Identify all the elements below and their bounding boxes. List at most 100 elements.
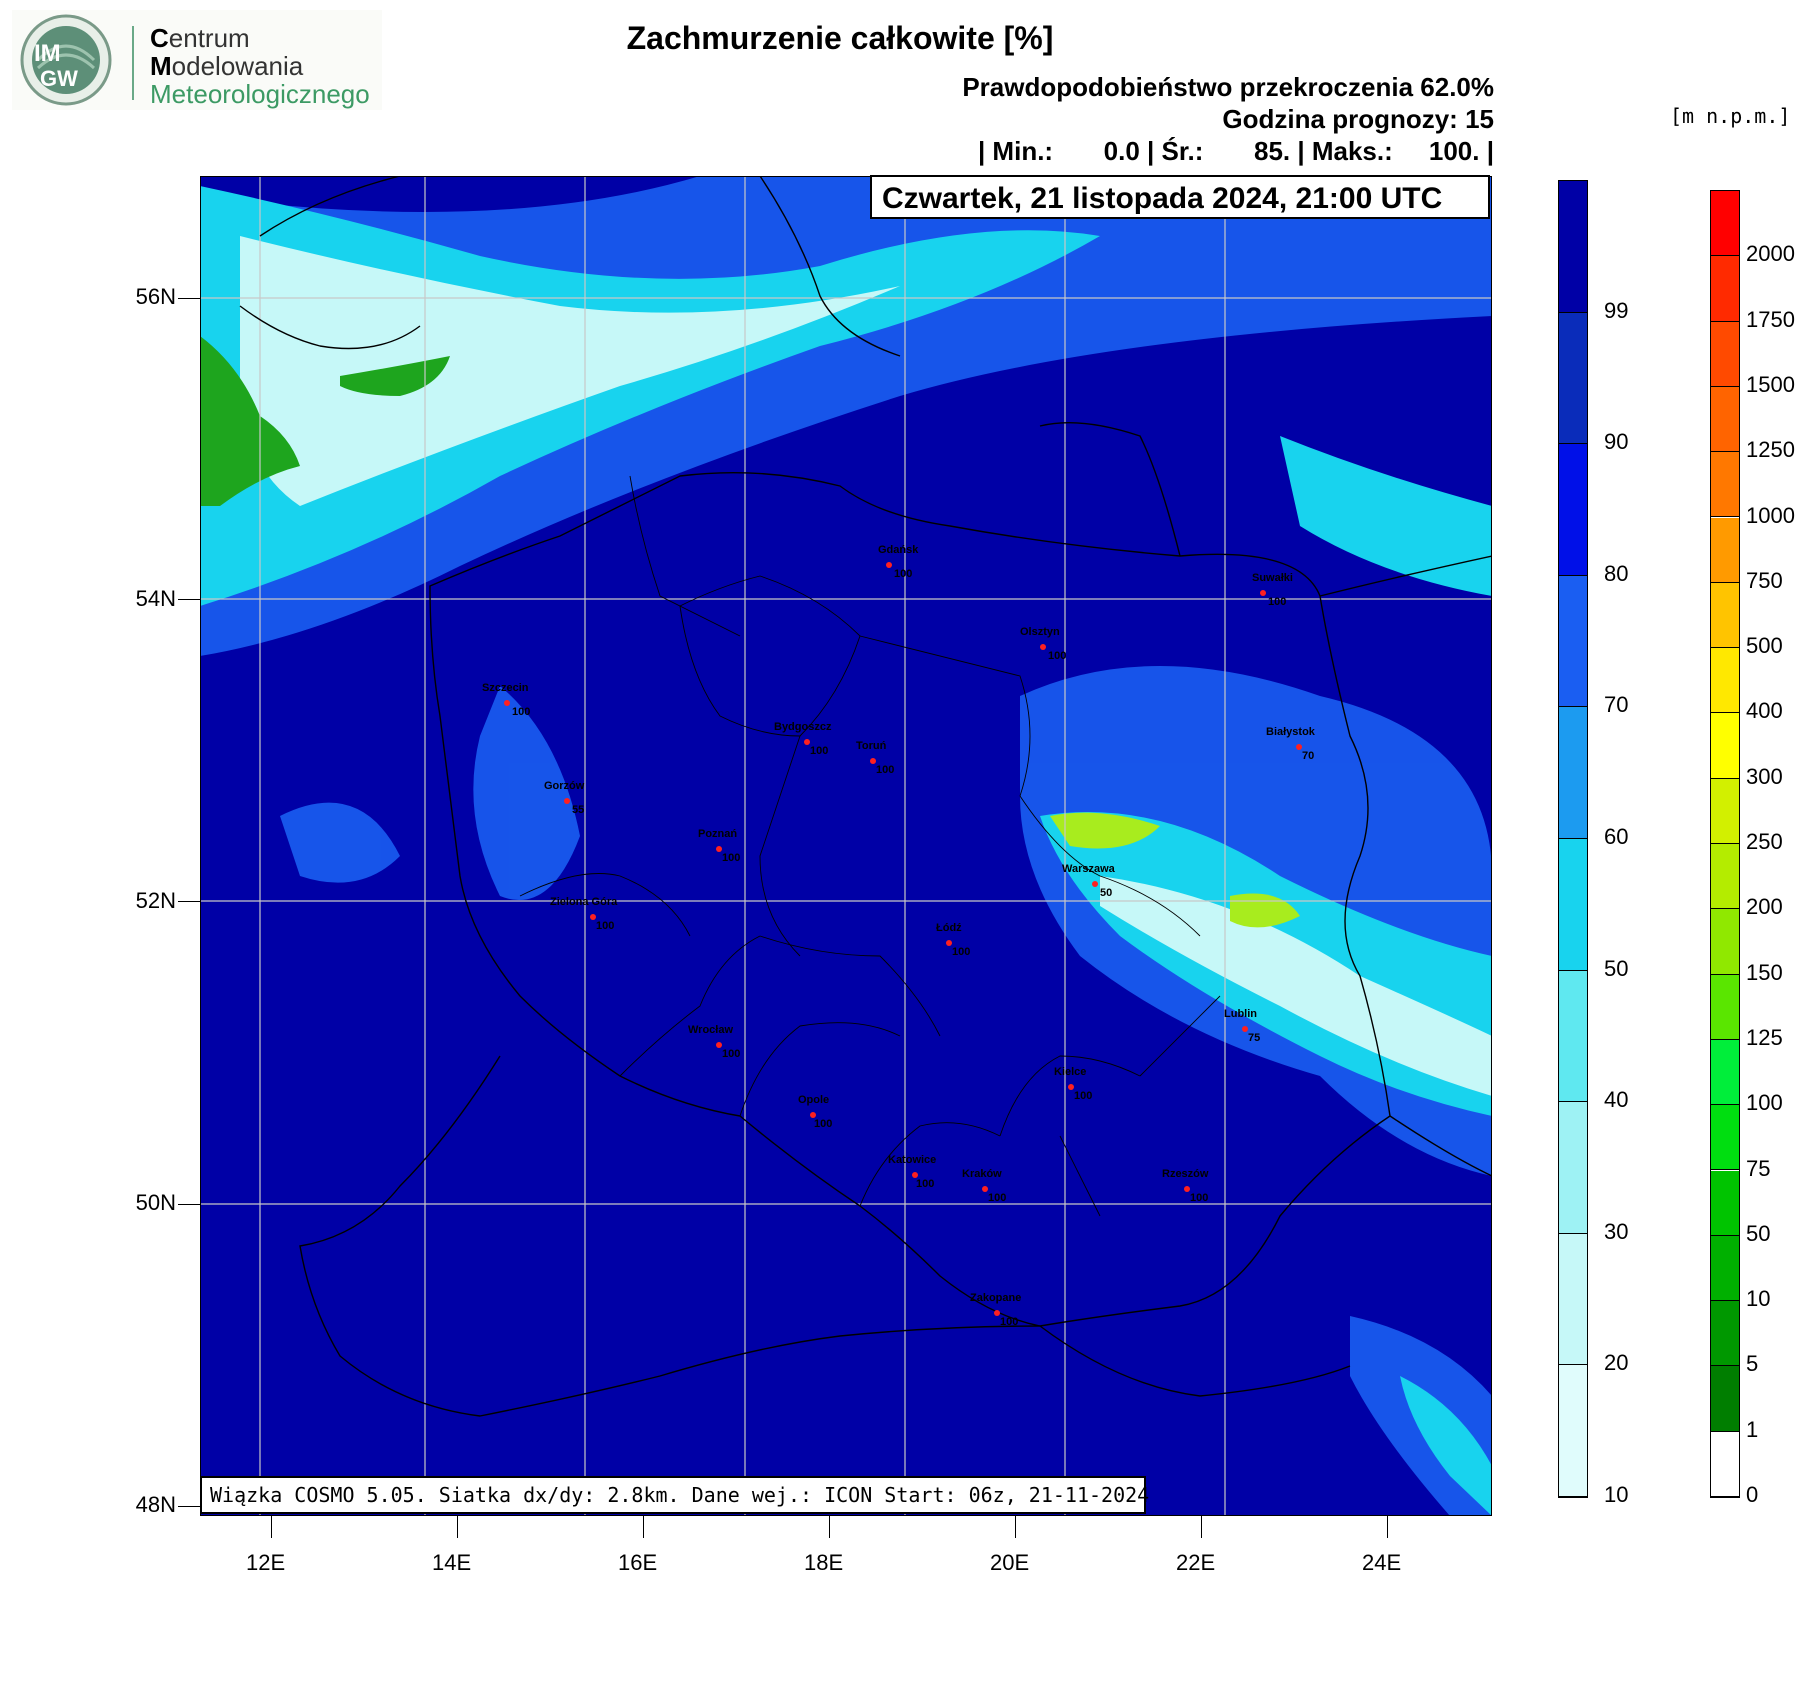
lon-tick — [457, 1516, 458, 1538]
city-zakopane: Zakopane 100 — [970, 1292, 1022, 1328]
colorbar-label: 300 — [1746, 763, 1783, 789]
colorbar-segment — [1711, 909, 1739, 975]
cloud-colorbar — [1558, 180, 1588, 1498]
colorbar-segment — [1559, 1233, 1587, 1366]
province-borders — [519, 475, 1221, 1217]
colorbar-segment — [1559, 1365, 1587, 1497]
colorbar-segment — [1711, 1301, 1739, 1367]
logo-abbr-bottom: GW — [40, 66, 78, 91]
lon-tick — [1015, 1516, 1016, 1538]
imgw-emblem-icon — [20, 14, 112, 106]
colorbar-segment — [1711, 1170, 1739, 1236]
probability-line: Prawdopodobieństwo przekroczenia 62.0% — [962, 72, 1494, 102]
city-olsztyn: Olsztyn 100 — [1020, 626, 1067, 662]
colorbar-segment — [1711, 452, 1739, 518]
city-szczecin: Szczecin 100 — [482, 682, 531, 718]
colorbar-segment — [1711, 1105, 1739, 1171]
country-borders — [239, 176, 1492, 1417]
city-marker — [912, 1172, 918, 1178]
colorbar-label: 70 — [1604, 692, 1629, 718]
colorbar-segment — [1559, 181, 1587, 313]
city-marker — [1068, 1084, 1074, 1090]
colorbar-segment — [1711, 582, 1739, 649]
lat-label-54n: 54N — [135, 586, 176, 611]
city-gdansk: Gdańsk 100 — [878, 544, 919, 580]
lon-label-20e: 20E — [990, 1550, 1030, 1575]
colorbar-label: 150 — [1746, 959, 1783, 985]
city-marker — [810, 1112, 816, 1118]
colorbar-label: 0 — [1746, 1482, 1759, 1507]
city-marker — [590, 914, 596, 920]
colorbar-segment — [1711, 1431, 1739, 1497]
colorbar-segment — [1711, 713, 1739, 779]
city-marker — [994, 1310, 1000, 1316]
colorbar-label: 400 — [1746, 698, 1783, 724]
colorbar-segment — [1559, 707, 1587, 839]
city-marker — [1040, 644, 1046, 650]
lat-tick — [178, 901, 200, 902]
colorbar-segment — [1559, 312, 1587, 445]
lon-label-12e: 12E — [246, 1550, 286, 1575]
city-marker — [1092, 881, 1098, 887]
lat-tick — [178, 1204, 200, 1205]
city-bydgoszcz: Bydgoszcz 100 — [774, 721, 832, 757]
cloud-colorbar-labels: 99 90 80 70 60 50 40 30 20 10 — [1604, 180, 1664, 1507]
height-colorbar — [1710, 190, 1740, 1498]
city-marker — [716, 1042, 722, 1048]
city-suwalki: Suwałki 100 — [1252, 572, 1293, 608]
colorbar-segment — [1711, 1039, 1739, 1106]
colorbar-label: 20 — [1604, 1350, 1629, 1376]
city-marker — [804, 739, 810, 745]
colorbar-segment — [1711, 1366, 1739, 1432]
colorbar-label: 5 — [1746, 1351, 1759, 1377]
height-patches-green — [200, 336, 450, 506]
lon-label-14e: 14E — [432, 1550, 472, 1575]
city-opole: Opole 100 — [798, 1094, 833, 1130]
colorbar-label: 40 — [1604, 1087, 1629, 1113]
colorbar-segment — [1711, 778, 1739, 844]
colorbar-label: 10 — [1746, 1286, 1771, 1312]
colorbar-label: 1500 — [1746, 371, 1795, 397]
colorbar-label: 500 — [1746, 633, 1783, 659]
city-lodz: Łódź 100 — [936, 922, 971, 958]
colorbar-segment — [1559, 839, 1587, 971]
colorbar-label: 50 — [1746, 1220, 1771, 1246]
colorbar-label: 90 — [1604, 429, 1629, 455]
colorbar-segment — [1559, 970, 1587, 1103]
colorbar-label: 1 — [1746, 1416, 1759, 1442]
colorbar-segment — [1559, 444, 1587, 576]
city-katowice: Katowice 100 — [888, 1154, 937, 1190]
colorbar-label: 1250 — [1746, 437, 1795, 463]
city-marker — [886, 562, 892, 568]
lon-tick — [1201, 1516, 1202, 1538]
lat-tick — [178, 1506, 200, 1507]
colorbar-label: 75 — [1746, 1155, 1771, 1181]
lon-label-16e: 16E — [618, 1550, 658, 1575]
logo-abbr-top: IM — [34, 40, 61, 67]
colorbar-segment — [1711, 191, 1739, 257]
lon-label-18e: 18E — [804, 1550, 844, 1575]
city-marker — [870, 758, 876, 764]
stats-line: | Min.: 0.0 | Śr.: 85. | Maks.: 100. | — [977, 136, 1494, 166]
lat-label-48n: 48N — [135, 1492, 176, 1517]
colorbar-label: 750 — [1746, 567, 1783, 593]
city-marker — [504, 700, 510, 706]
lat-tick — [178, 298, 200, 299]
height-unit-label: [m n.p.m.] — [1670, 104, 1791, 128]
colorbar-segment — [1711, 517, 1739, 583]
colorbar-label: 1750 — [1746, 306, 1795, 332]
map-grid — [200, 176, 1492, 1516]
city-marker — [564, 798, 570, 804]
lon-tick — [829, 1516, 830, 1538]
model-info-box: Wiązka COSMO 5.05. Siatka dx/dy: 2.8km. … — [200, 1476, 1149, 1514]
city-gorzow: Gorzów 55 — [544, 780, 585, 816]
colorbar-label: 1000 — [1746, 502, 1795, 528]
city-marker — [1296, 744, 1302, 750]
city-marker — [1260, 590, 1266, 596]
logo-divider — [132, 26, 134, 100]
lon-tick — [271, 1516, 272, 1538]
height-patches-yellowgreen — [1050, 812, 1300, 928]
city-marker — [1184, 1186, 1190, 1192]
city-marker — [1242, 1026, 1248, 1032]
colorbar-label: 10 — [1604, 1482, 1629, 1507]
